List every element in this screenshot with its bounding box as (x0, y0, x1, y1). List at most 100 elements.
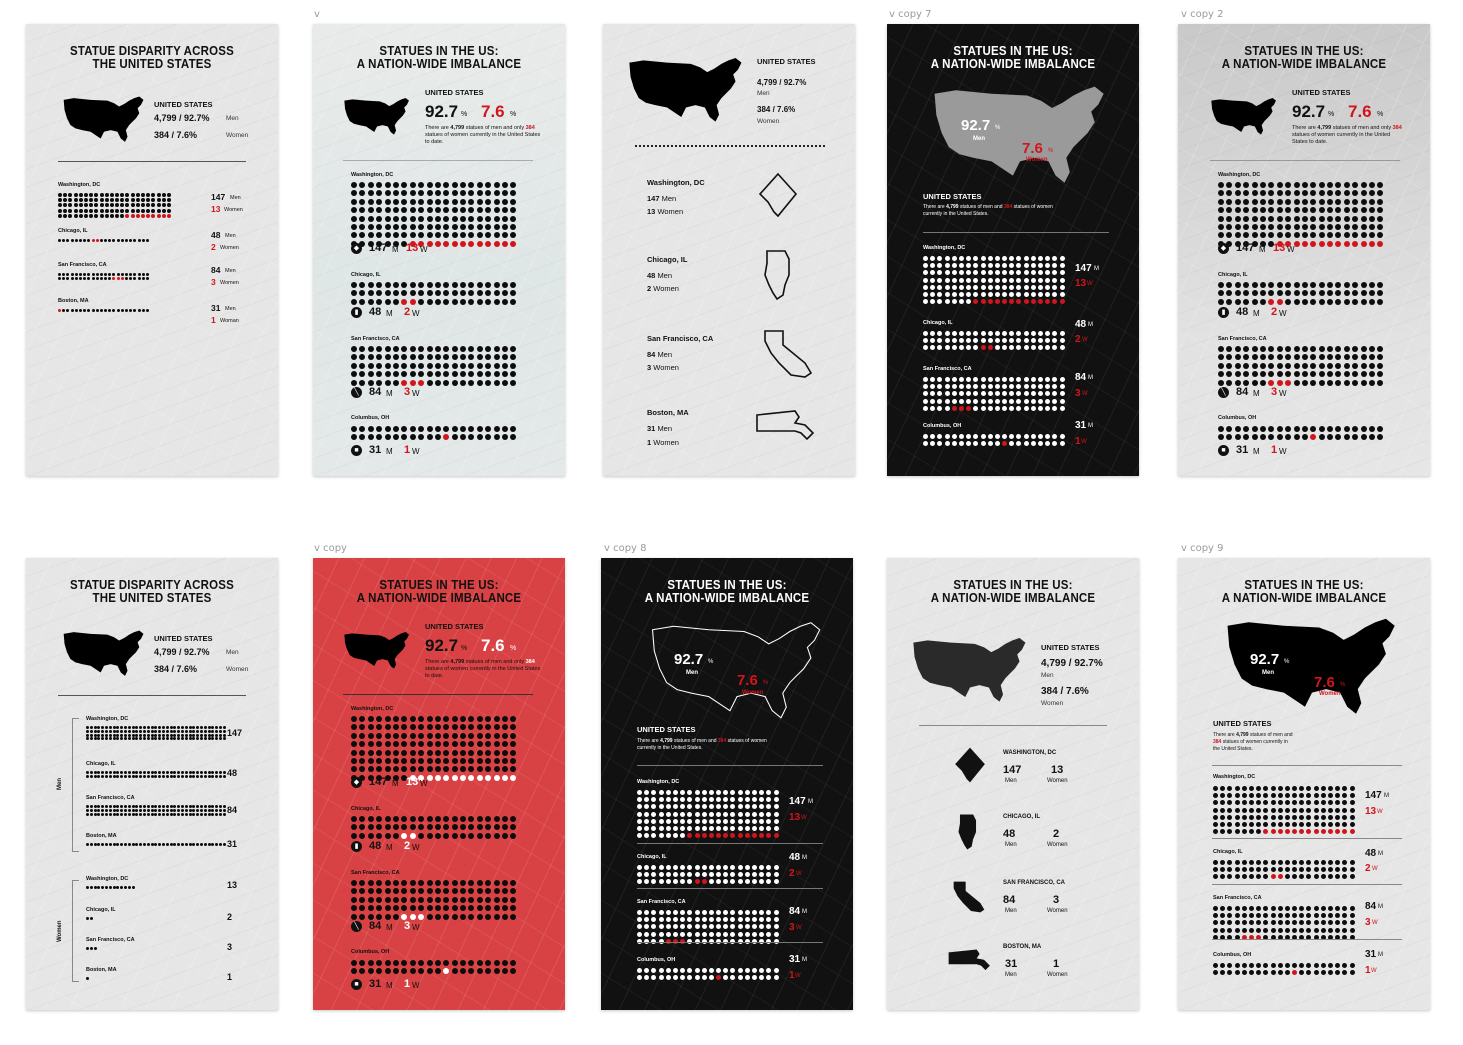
statue-dot (1301, 223, 1308, 230)
artboard-label[interactable]: v copy 8 (604, 543, 647, 554)
statue-dot (108, 277, 112, 281)
statue-dot (351, 232, 357, 239)
artboard-v-copy[interactable]: STATUES IN THE US: A NATION-WIDE IMBALAN… (313, 558, 565, 1010)
statue-dot (1292, 934, 1298, 940)
statue-dot (1310, 354, 1317, 361)
statue-dot (1299, 970, 1305, 976)
statue-dot (180, 729, 184, 733)
statue-dot (1009, 398, 1015, 404)
statue-dot (651, 917, 657, 923)
count-women: 13 (1075, 278, 1087, 289)
statue-dot (215, 726, 219, 729)
city-label: Columbus, OH (637, 957, 676, 963)
artboard-label[interactable]: v copy 9 (1181, 543, 1224, 554)
statue-dot (937, 405, 943, 411)
statue-dot (93, 886, 97, 889)
statue-dot (150, 808, 154, 812)
artboard-state-silhouettes[interactable]: STATUES IN THE US: A NATION-WIDE IMBALAN… (887, 558, 1139, 1010)
statue-dot (1313, 920, 1319, 926)
statue-dot (502, 362, 509, 369)
statue-dot (127, 886, 131, 889)
statue-dot (1220, 927, 1226, 933)
statue-dot (980, 338, 986, 344)
statue-dot (658, 968, 664, 973)
city-label: Chicago, IL (351, 806, 381, 812)
statue-dot (1342, 963, 1348, 968)
statue-dot (451, 766, 458, 773)
m-label: M (802, 909, 807, 915)
statue-dot (1059, 284, 1065, 290)
artboard-label[interactable]: v copy 7 (889, 9, 932, 20)
statue-dot (708, 917, 714, 923)
statue-dot (1045, 270, 1051, 276)
artboard-label[interactable]: v copy 2 (1181, 9, 1224, 20)
artboard-v-copy-8[interactable]: STATUES IN THE US: A NATION-WIDE IMBALAN… (601, 558, 853, 1010)
men-word: Men (230, 195, 241, 201)
statue-dot (1349, 814, 1355, 820)
artboard-v-copy-9[interactable]: STATUES IN THE US: A NATION-WIDE IMBALAN… (1178, 558, 1430, 1010)
city-label: Washington, DC (1213, 774, 1256, 780)
statue-dot (158, 737, 162, 741)
statue-dot (392, 732, 399, 739)
count-women: 13 (406, 242, 419, 254)
artboard-v-copy-2[interactable]: STATUES IN THE US: A NATION-WIDE IMBALAN… (1178, 24, 1430, 476)
artboard-label[interactable]: v (314, 9, 320, 20)
statue-dot (1292, 874, 1298, 880)
statue-dot (1284, 913, 1290, 919)
statue-dot (367, 362, 374, 369)
statue-dot (1248, 860, 1254, 865)
statue-dot (1352, 371, 1359, 378)
statue-dot (63, 208, 68, 213)
statue-dot (68, 213, 73, 218)
statue-dot (351, 960, 357, 966)
statue-dot (1016, 277, 1022, 283)
statue-dot (773, 975, 779, 981)
statue-dot (502, 896, 509, 903)
artboard-label[interactable]: v copy (314, 543, 347, 554)
artboard-state-outlines[interactable]: UNITED STATES 4,799 / 92.7% Men 384 / 7.… (603, 24, 855, 476)
statue-dot (493, 880, 500, 886)
statue-dot (401, 223, 408, 230)
w-label: W (1372, 866, 1378, 872)
statue-dot (510, 766, 517, 773)
statue-dot (1360, 198, 1367, 205)
statue-dot (1038, 277, 1043, 283)
w-label: W (796, 925, 802, 931)
statue-dot (58, 309, 61, 312)
statue-dot (141, 273, 145, 276)
statue-dot (1299, 814, 1305, 820)
statue-dot (701, 818, 707, 824)
statue-dot (418, 732, 425, 739)
statue-dot (418, 371, 425, 378)
count-women: 1 (227, 972, 233, 982)
statue-dot (1218, 362, 1224, 369)
statue-dot (1009, 291, 1015, 297)
artboard-v[interactable]: STATUES IN THE US: A NATION-WIDE IMBALAN… (313, 24, 565, 476)
statue-dot (923, 384, 928, 390)
statue-dot (951, 284, 957, 290)
statue-dot (752, 931, 757, 937)
statue-dot (1320, 920, 1326, 926)
artboard-v-copy-7[interactable]: STATUES IN THE US: A NATION-WIDE IMBALAN… (887, 24, 1139, 476)
statue-dot (177, 774, 181, 778)
statue-dot (510, 182, 517, 188)
statue-dot (166, 203, 171, 208)
statue-dot (644, 818, 650, 824)
statue-dot (1285, 362, 1292, 369)
statue-dot (694, 804, 700, 810)
statue-dot (1320, 860, 1326, 865)
statue-dot (485, 290, 492, 297)
statue-dot (1251, 354, 1258, 361)
statue-dot (1016, 377, 1022, 382)
statue-dot (199, 737, 203, 741)
statue-dot (426, 716, 433, 722)
artboard-statue-disparity-grouped[interactable]: STATUE DISPARITY ACROSS THE UNITED STATE… (26, 558, 278, 1010)
dc-outline-icon (758, 172, 798, 218)
statue-dot (476, 198, 483, 205)
artboard-statue-disparity[interactable]: STATUE DISPARITY ACROSS THE UNITED STATE… (26, 24, 278, 476)
card-title: STATUES IN THE US: A NATION-WIDE IMBALAN… (930, 44, 1096, 71)
statue-dot (376, 880, 383, 886)
statue-dot (73, 213, 78, 218)
statue-dot (1251, 190, 1258, 197)
city-label: Columbus, OH (351, 415, 390, 421)
